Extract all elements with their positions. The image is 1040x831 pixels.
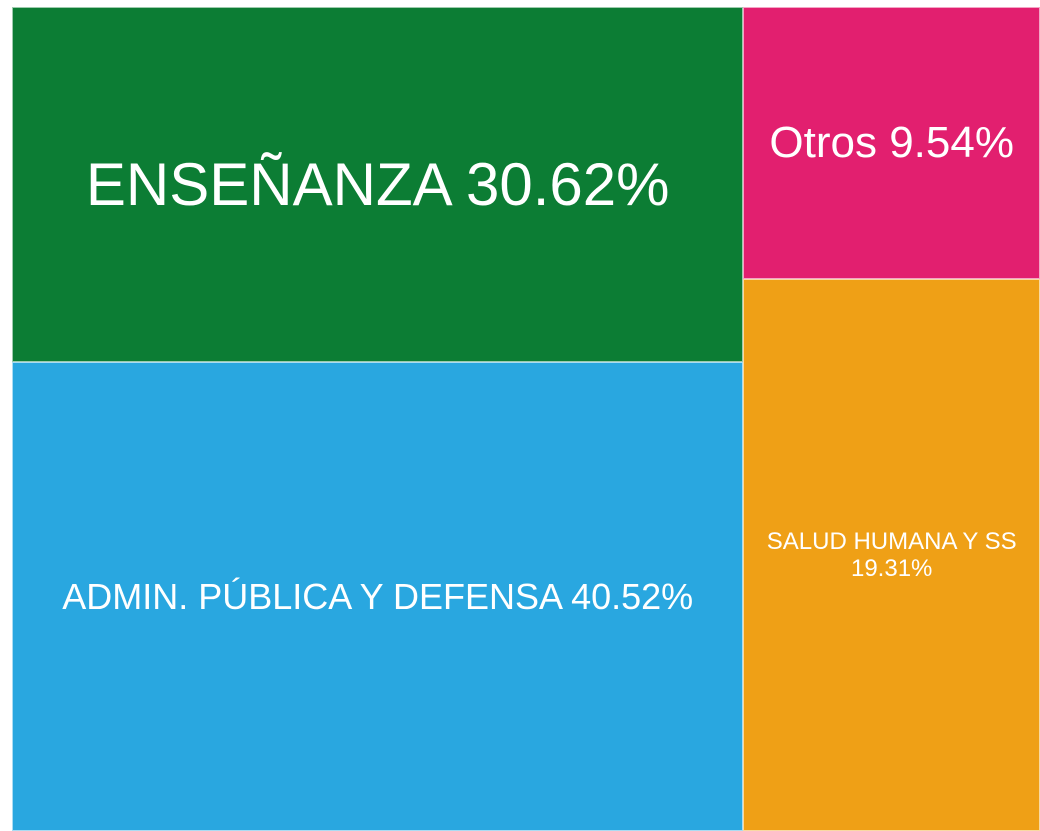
value-label: 19.31% <box>850 555 933 583</box>
value-label: 30.62% <box>466 150 670 218</box>
tile-label: ADMIN. PÚBLICA Y DEFENSA 40.52% <box>56 576 699 617</box>
tile: Otros 9.54% <box>743 7 1040 280</box>
value-label: 40.52% <box>571 575 694 617</box>
tile-label: SALUD HUMANA Y SS 19.31% <box>744 528 1039 583</box>
category-name: ADMIN. PÚBLICA Y DEFENSA <box>62 575 562 617</box>
tile-label: Otros 9.54% <box>763 118 1020 169</box>
tile-label: ENSEÑANZA 30.62% <box>80 150 676 219</box>
tile: ENSEÑANZA 30.62% <box>12 7 744 362</box>
category-name: SALUD HUMANA Y SS <box>766 527 1017 555</box>
tile: SALUD HUMANA Y SS 19.31% <box>743 279 1040 831</box>
category-name: ENSEÑANZA <box>85 150 450 218</box>
category-name: Otros <box>769 117 877 167</box>
tile: ADMIN. PÚBLICA Y DEFENSA 40.52% <box>12 361 744 831</box>
value-label: 9.54% <box>889 117 1014 167</box>
treemap: ENSEÑANZA 30.62% ADMIN. PÚBLICA Y DEFENSA… <box>12 7 1040 831</box>
